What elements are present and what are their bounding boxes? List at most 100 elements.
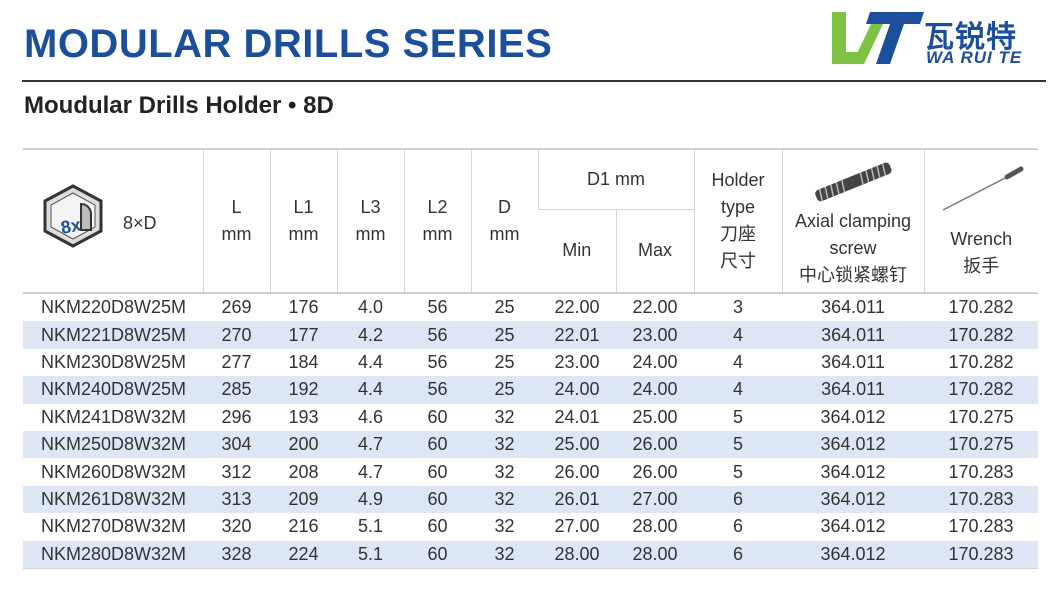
cell-l1: 200 — [270, 430, 337, 459]
cell-l: 313 — [203, 485, 270, 514]
cell-l: 296 — [221, 406, 252, 427]
cell-model: NKM230D8W25M — [41, 351, 187, 372]
cell-l2: 60 — [427, 406, 448, 427]
cell-l2: 60 — [404, 540, 471, 569]
header-screw: Axial clamping screw 中心锁紧螺钉 — [781, 148, 924, 293]
cell-d1-min: 24.00 — [538, 376, 616, 404]
cell-l3: 5.1 — [357, 516, 384, 537]
cell-wrench: 170.275 — [924, 430, 1038, 459]
cell-d1-min: 26.00 — [554, 461, 600, 482]
cell-screw: 364.012 — [820, 461, 886, 482]
cell-holder-type: 6 — [694, 540, 782, 569]
cell-d: 32 — [494, 516, 515, 537]
cell-l: 277 — [221, 351, 252, 372]
cell-l3: 4.4 — [337, 376, 404, 404]
cell-d: 25 — [471, 376, 538, 404]
cell-l2: 60 — [404, 430, 471, 459]
cell-holder-type: 5 — [694, 430, 782, 459]
cell-wrench: 170.283 — [924, 485, 1038, 514]
cell-l3: 4.7 — [337, 430, 404, 459]
cell-model: NKM241D8W32M — [41, 406, 187, 427]
table-row: NKM221D8W25M 270 177 4.2 56 25 22.01 23.00 4 364.… — [23, 321, 1038, 349]
cell-d1-max: 24.00 — [632, 351, 678, 372]
cell-screw: 364.011 — [782, 321, 924, 349]
cell-d1-max: 22.00 — [616, 291, 694, 322]
cell-l2: 60 — [427, 461, 448, 482]
table-row: NKM230D8W25M 277 184 4.4 56 25 23.00 24.00 4 364.… — [23, 349, 1038, 376]
header-L2: L2 mm — [403, 148, 471, 293]
header-L3: L3 mm — [336, 148, 404, 293]
cell-l2: 56 — [427, 351, 448, 372]
cell-d1-max: 28.00 — [632, 516, 678, 537]
cell-holder-type: 6 — [732, 516, 743, 537]
cell-screw: 364.011 — [821, 351, 885, 372]
cell-d1-min: 27.00 — [554, 516, 600, 537]
cell-d1-min: 26.01 — [538, 485, 616, 514]
cell-d1-max: 25.00 — [632, 406, 678, 427]
cell-l2: 60 — [404, 485, 471, 514]
hex-badge-text: 8x — [59, 215, 82, 238]
cell-l: 312 — [221, 461, 252, 482]
cell-l2: 56 — [404, 291, 471, 322]
cell-l3: 4.7 — [357, 461, 384, 482]
cell-l1: 216 — [288, 516, 319, 537]
table-row: NKM241D8W32M 296 193 4.6 60 32 24.01 25.00 5 364.… — [23, 404, 1038, 431]
cell-l1: 224 — [270, 540, 337, 569]
cell-l: 328 — [203, 540, 270, 569]
cell-d1-max: 27.00 — [616, 485, 694, 514]
cell-screw: 364.012 — [782, 540, 924, 569]
brand-logo: 瓦锐特 WA RUI TE — [826, 8, 1046, 70]
header-icon-cell: 8x 8×D — [23, 148, 203, 293]
table-row: NKM250D8W32M 304 200 4.7 60 32 25.00 26.00 5 364.… — [23, 430, 1038, 459]
page-subtitle: Moudular Drills Holder • 8D — [24, 92, 334, 119]
cell-wrench: 170.282 — [924, 376, 1038, 404]
cell-l1: 192 — [270, 376, 337, 404]
header-D1-min: Min — [538, 208, 616, 293]
cell-l1: 208 — [288, 461, 319, 482]
cell-l2: 56 — [404, 376, 471, 404]
cell-d1-min: 22.00 — [538, 291, 616, 322]
cell-model: NKM260D8W32M — [41, 461, 187, 482]
cell-d: 32 — [471, 485, 538, 514]
cell-d: 32 — [494, 406, 515, 427]
cell-d: 32 — [494, 461, 515, 482]
cell-d1-min: 28.00 — [538, 540, 616, 569]
cell-l: 285 — [203, 376, 270, 404]
cell-model: NKM280D8W32M — [23, 540, 203, 569]
logo-english-text: WA RUI TE — [926, 48, 1023, 67]
cell-screw: 364.012 — [820, 516, 886, 537]
header-holder-type: Holder type 刀座 尺寸 — [693, 148, 782, 293]
cell-holder-type: 5 — [732, 461, 743, 482]
cell-d1-min: 24.01 — [554, 406, 600, 427]
cell-l1: 209 — [270, 485, 337, 514]
cell-l3: 5.1 — [337, 540, 404, 569]
cell-d: 25 — [471, 291, 538, 322]
cell-l1: 177 — [270, 321, 337, 349]
cell-model: NKM250D8W32M — [23, 430, 203, 459]
cell-l3: 4.9 — [337, 485, 404, 514]
cell-l3: 4.0 — [337, 291, 404, 322]
cell-screw: 364.011 — [782, 376, 924, 404]
cell-l3: 4.6 — [357, 406, 384, 427]
cell-model: NKM261D8W32M — [23, 485, 203, 514]
cell-wrench: 170.283 — [948, 516, 1014, 537]
table-body: NKM220D8W25M 269 176 4.0 56 25 22.00 22.00 3 364.… — [23, 291, 1038, 569]
cell-l: 270 — [203, 321, 270, 349]
logo-mark-icon — [832, 12, 924, 64]
cell-l: 304 — [203, 430, 270, 459]
cell-d: 32 — [471, 540, 538, 569]
icon-label: 8×D — [123, 213, 157, 233]
cell-screw: 364.012 — [782, 430, 924, 459]
cell-d1-min: 25.00 — [538, 430, 616, 459]
cell-model: NKM221D8W25M — [23, 321, 203, 349]
cell-holder-type: 6 — [694, 485, 782, 514]
cell-l2: 60 — [427, 516, 448, 537]
cell-holder-type: 4 — [694, 321, 782, 349]
cell-l: 269 — [203, 291, 270, 322]
cell-wrench: 170.282 — [948, 351, 1014, 372]
cell-d1-max: 26.00 — [632, 461, 678, 482]
cell-d: 32 — [471, 430, 538, 459]
header-D1-max: Max — [615, 208, 694, 293]
header-wrench: Wrench 扳手 — [923, 148, 1038, 293]
